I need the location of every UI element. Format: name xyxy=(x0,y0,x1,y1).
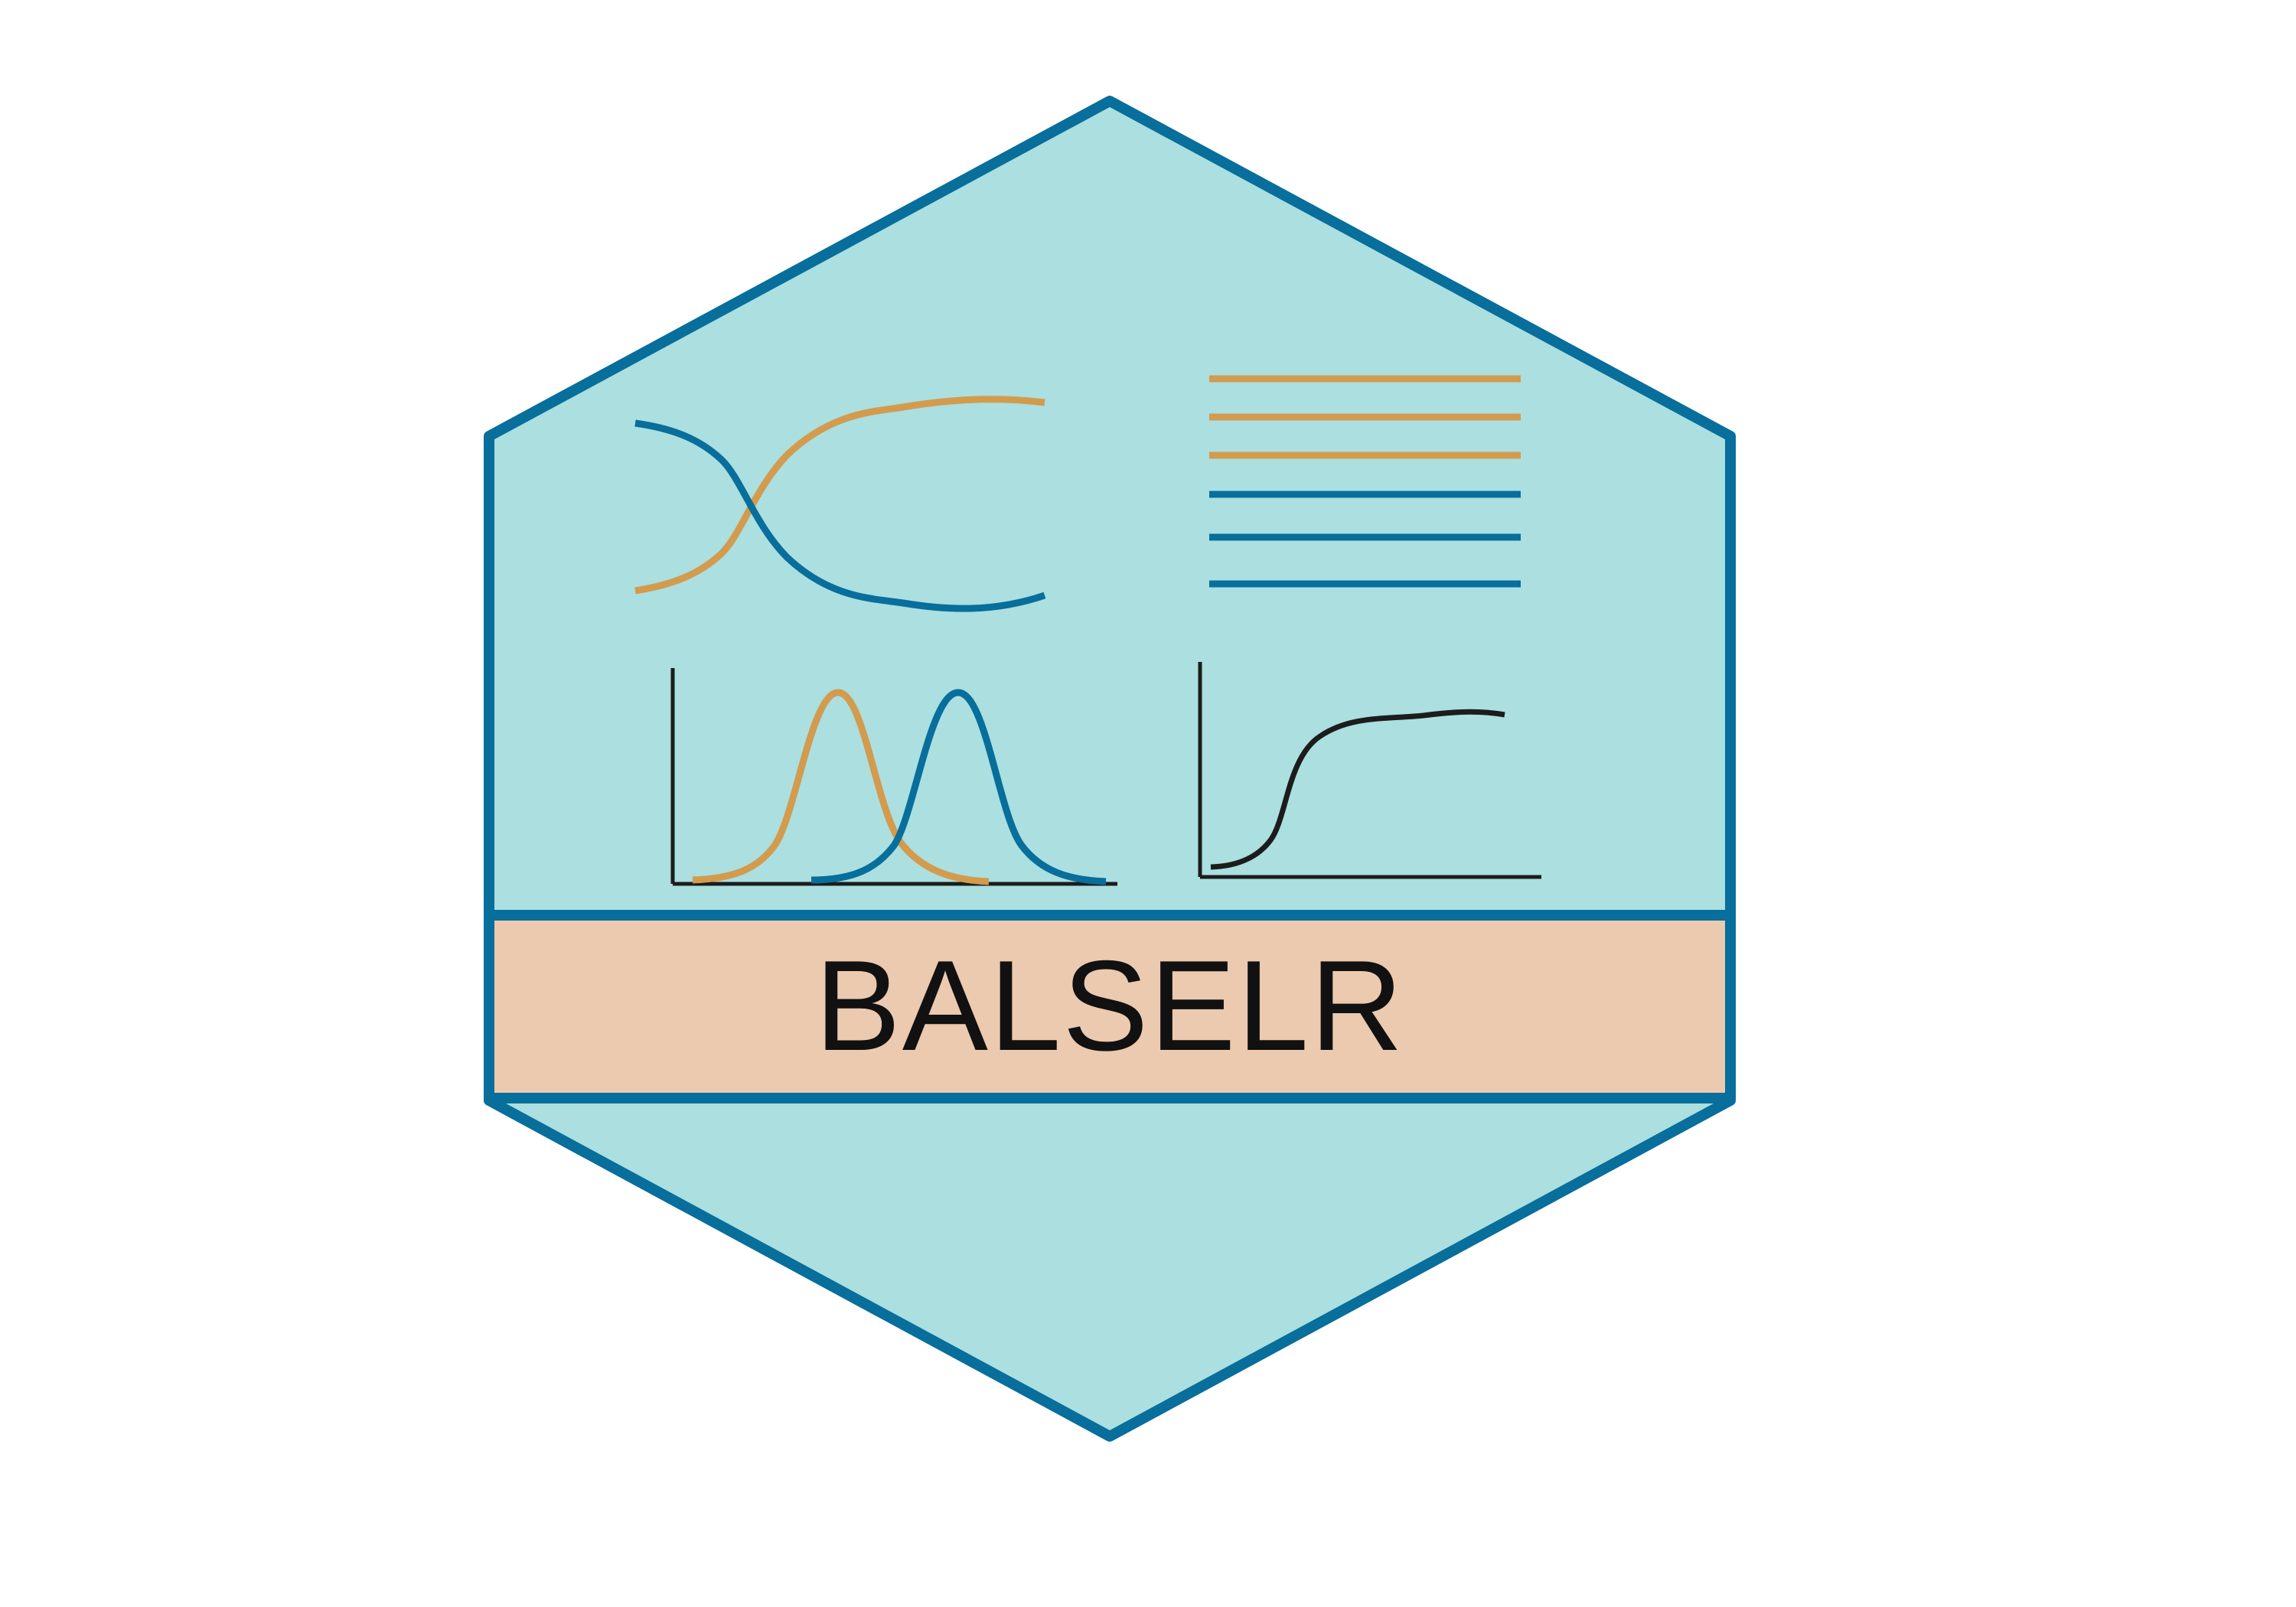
hexagon-background xyxy=(489,101,1730,1436)
hexagon-border xyxy=(484,96,1736,1442)
two-density-curves-icon xyxy=(670,668,1117,886)
horizontal-lines-icon xyxy=(1209,375,1521,588)
sigmoid-curve-icon xyxy=(1198,662,1541,879)
crossing-curves-icon xyxy=(634,396,1046,612)
title-banner xyxy=(494,915,1725,1097)
package-title: BALSELR xyxy=(815,934,1404,1077)
